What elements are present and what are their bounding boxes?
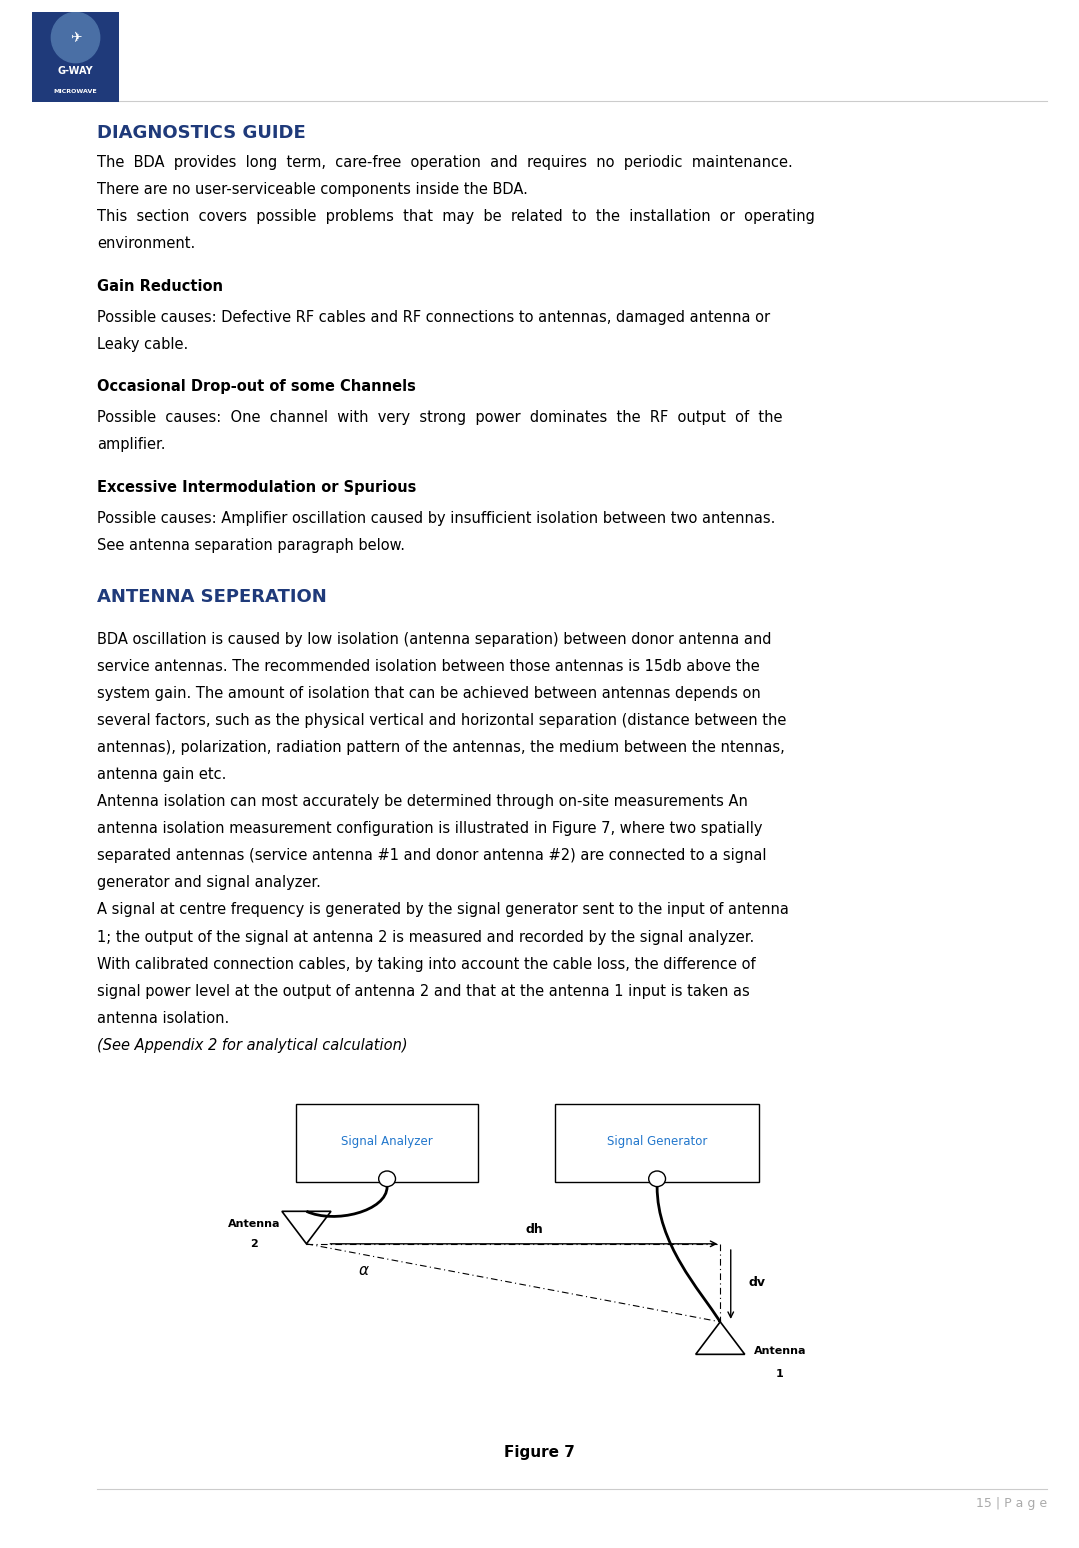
Text: 1; the output of the signal at antenna 2 is measured and recorded by the signal : 1; the output of the signal at antenna 2… [97, 929, 754, 944]
Text: Signal Analyzer: Signal Analyzer [341, 1135, 433, 1147]
Text: system gain. The amount of isolation that can be achieved between antennas depen: system gain. The amount of isolation tha… [97, 686, 761, 701]
Circle shape [648, 1170, 666, 1187]
Text: dv: dv [749, 1277, 765, 1289]
Text: Occasional Drop-out of some Channels: Occasional Drop-out of some Channels [97, 379, 416, 395]
Text: Gain Reduction: Gain Reduction [97, 279, 223, 294]
Text: antenna isolation measurement configuration is illustrated in Figure 7, where tw: antenna isolation measurement configurat… [97, 820, 763, 836]
Text: With calibrated connection cables, by taking into account the cable loss, the di: With calibrated connection cables, by ta… [97, 957, 755, 972]
Text: 2: 2 [250, 1238, 258, 1249]
Text: The  BDA  provides  long  term,  care-free  operation  and  requires  no  period: The BDA provides long term, care-free op… [97, 155, 793, 170]
Text: antenna isolation.: antenna isolation. [97, 1011, 230, 1026]
Text: 15 | P a g e: 15 | P a g e [975, 1497, 1047, 1509]
Text: several factors, such as the physical vertical and horizontal separation (distan: several factors, such as the physical ve… [97, 712, 787, 728]
FancyBboxPatch shape [32, 12, 119, 102]
Text: Antenna isolation can most accurately be determined through on-site measurements: Antenna isolation can most accurately be… [97, 794, 748, 810]
Polygon shape [696, 1322, 745, 1354]
Text: MICROWAVE: MICROWAVE [54, 88, 97, 94]
Text: BDA oscillation is caused by low isolation (antenna separation) between donor an: BDA oscillation is caused by low isolati… [97, 632, 771, 647]
Text: 1: 1 [776, 1368, 783, 1379]
FancyBboxPatch shape [556, 1104, 759, 1183]
Text: Signal Generator: Signal Generator [606, 1135, 708, 1147]
Text: ✈: ✈ [70, 31, 81, 45]
Circle shape [52, 12, 99, 62]
Text: environment.: environment. [97, 235, 195, 251]
Circle shape [379, 1170, 396, 1187]
Text: service antennas. The recommended isolation between those antennas is 15db above: service antennas. The recommended isolat… [97, 658, 760, 673]
Text: See antenna separation paragraph below.: See antenna separation paragraph below. [97, 537, 405, 553]
Text: Antenna: Antenna [753, 1347, 806, 1356]
Text: signal power level at the output of antenna 2 and that at the antenna 1 input is: signal power level at the output of ante… [97, 983, 750, 998]
Text: amplifier.: amplifier. [97, 437, 165, 452]
Text: Figure 7: Figure 7 [504, 1444, 575, 1460]
Text: G-WAY: G-WAY [57, 65, 94, 76]
Text: generator and signal analyzer.: generator and signal analyzer. [97, 875, 320, 890]
Text: antennas), polarization, radiation pattern of the antennas, the medium between t: antennas), polarization, radiation patte… [97, 740, 784, 755]
Text: antenna gain etc.: antenna gain etc. [97, 766, 227, 782]
Text: α: α [359, 1263, 369, 1279]
Text: A signal at centre frequency is generated by the signal generator sent to the in: A signal at centre frequency is generate… [97, 902, 789, 918]
Text: Antenna: Antenna [228, 1220, 281, 1229]
Text: ANTENNA SEPERATION: ANTENNA SEPERATION [97, 588, 327, 607]
Text: Excessive Intermodulation or Spurious: Excessive Intermodulation or Spurious [97, 480, 416, 495]
Text: DIAGNOSTICS GUIDE: DIAGNOSTICS GUIDE [97, 124, 305, 142]
Text: Leaky cable.: Leaky cable. [97, 336, 189, 351]
Text: dh: dh [525, 1223, 543, 1235]
Text: There are no user-serviceable components inside the BDA.: There are no user-serviceable components… [97, 181, 528, 197]
Text: Possible causes: Defective RF cables and RF connections to antennas, damaged ant: Possible causes: Defective RF cables and… [97, 310, 770, 325]
Text: Possible  causes:  One  channel  with  very  strong  power  dominates  the  RF  : Possible causes: One channel with very s… [97, 410, 782, 426]
Text: Possible causes: Amplifier oscillation caused by insufficient isolation between : Possible causes: Amplifier oscillation c… [97, 511, 776, 526]
Text: (See Appendix 2 for analytical calculation): (See Appendix 2 for analytical calculati… [97, 1037, 408, 1053]
Text: separated antennas (service antenna #1 and donor antenna #2) are connected to a : separated antennas (service antenna #1 a… [97, 848, 766, 864]
FancyBboxPatch shape [296, 1104, 478, 1183]
Polygon shape [282, 1211, 331, 1243]
Text: This  section  covers  possible  problems  that  may  be  related  to  the  inst: This section covers possible problems th… [97, 209, 815, 224]
